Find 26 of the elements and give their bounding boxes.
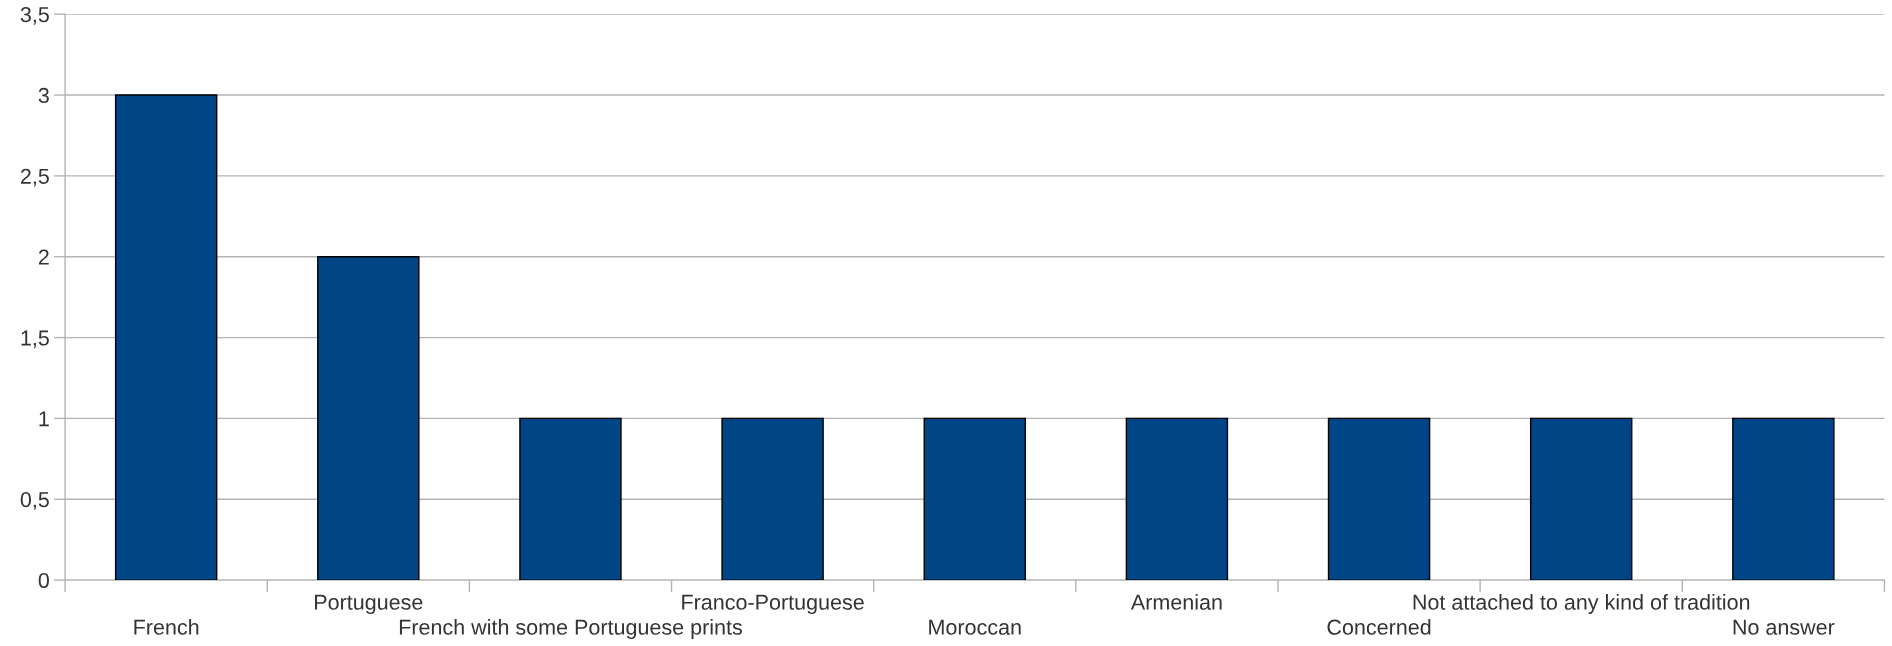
y-tick-label: 2,5: [20, 168, 49, 187]
bar: [1732, 417, 1835, 581]
x-tick-label: Moroccan: [929, 619, 1021, 635]
x-tick-label: French: [134, 619, 199, 635]
x-tick-label: Armenian: [1130, 594, 1222, 610]
y-tick-label: 3: [38, 87, 49, 104]
x-tick-label: Portuguese: [315, 594, 423, 615]
bar: [317, 256, 420, 581]
bar: [721, 417, 824, 581]
x-tick-label: Not attached to any kind of tradition: [1413, 594, 1750, 615]
x-tick-label: Concerned: [1327, 619, 1431, 635]
x-tick-label: Franco-Portuguese: [682, 594, 864, 615]
bar: [1125, 417, 1229, 581]
bar: [923, 417, 1026, 581]
bar: [1327, 417, 1431, 581]
bar: [519, 417, 622, 581]
bar: [114, 94, 218, 581]
y-tick-label: 3,5: [20, 6, 49, 25]
bar: [1529, 417, 1633, 581]
y-tick-label: 0,5: [20, 492, 49, 510]
x-tick-label: French with some Portuguese prints: [399, 619, 742, 640]
y-tick-label: 1: [39, 411, 49, 427]
y-tick-label: 2: [38, 249, 49, 265]
y-tick-label: 1,5: [21, 330, 49, 349]
y-tick-label: 0: [38, 572, 49, 589]
x-tick-label: No answer: [1733, 619, 1835, 635]
